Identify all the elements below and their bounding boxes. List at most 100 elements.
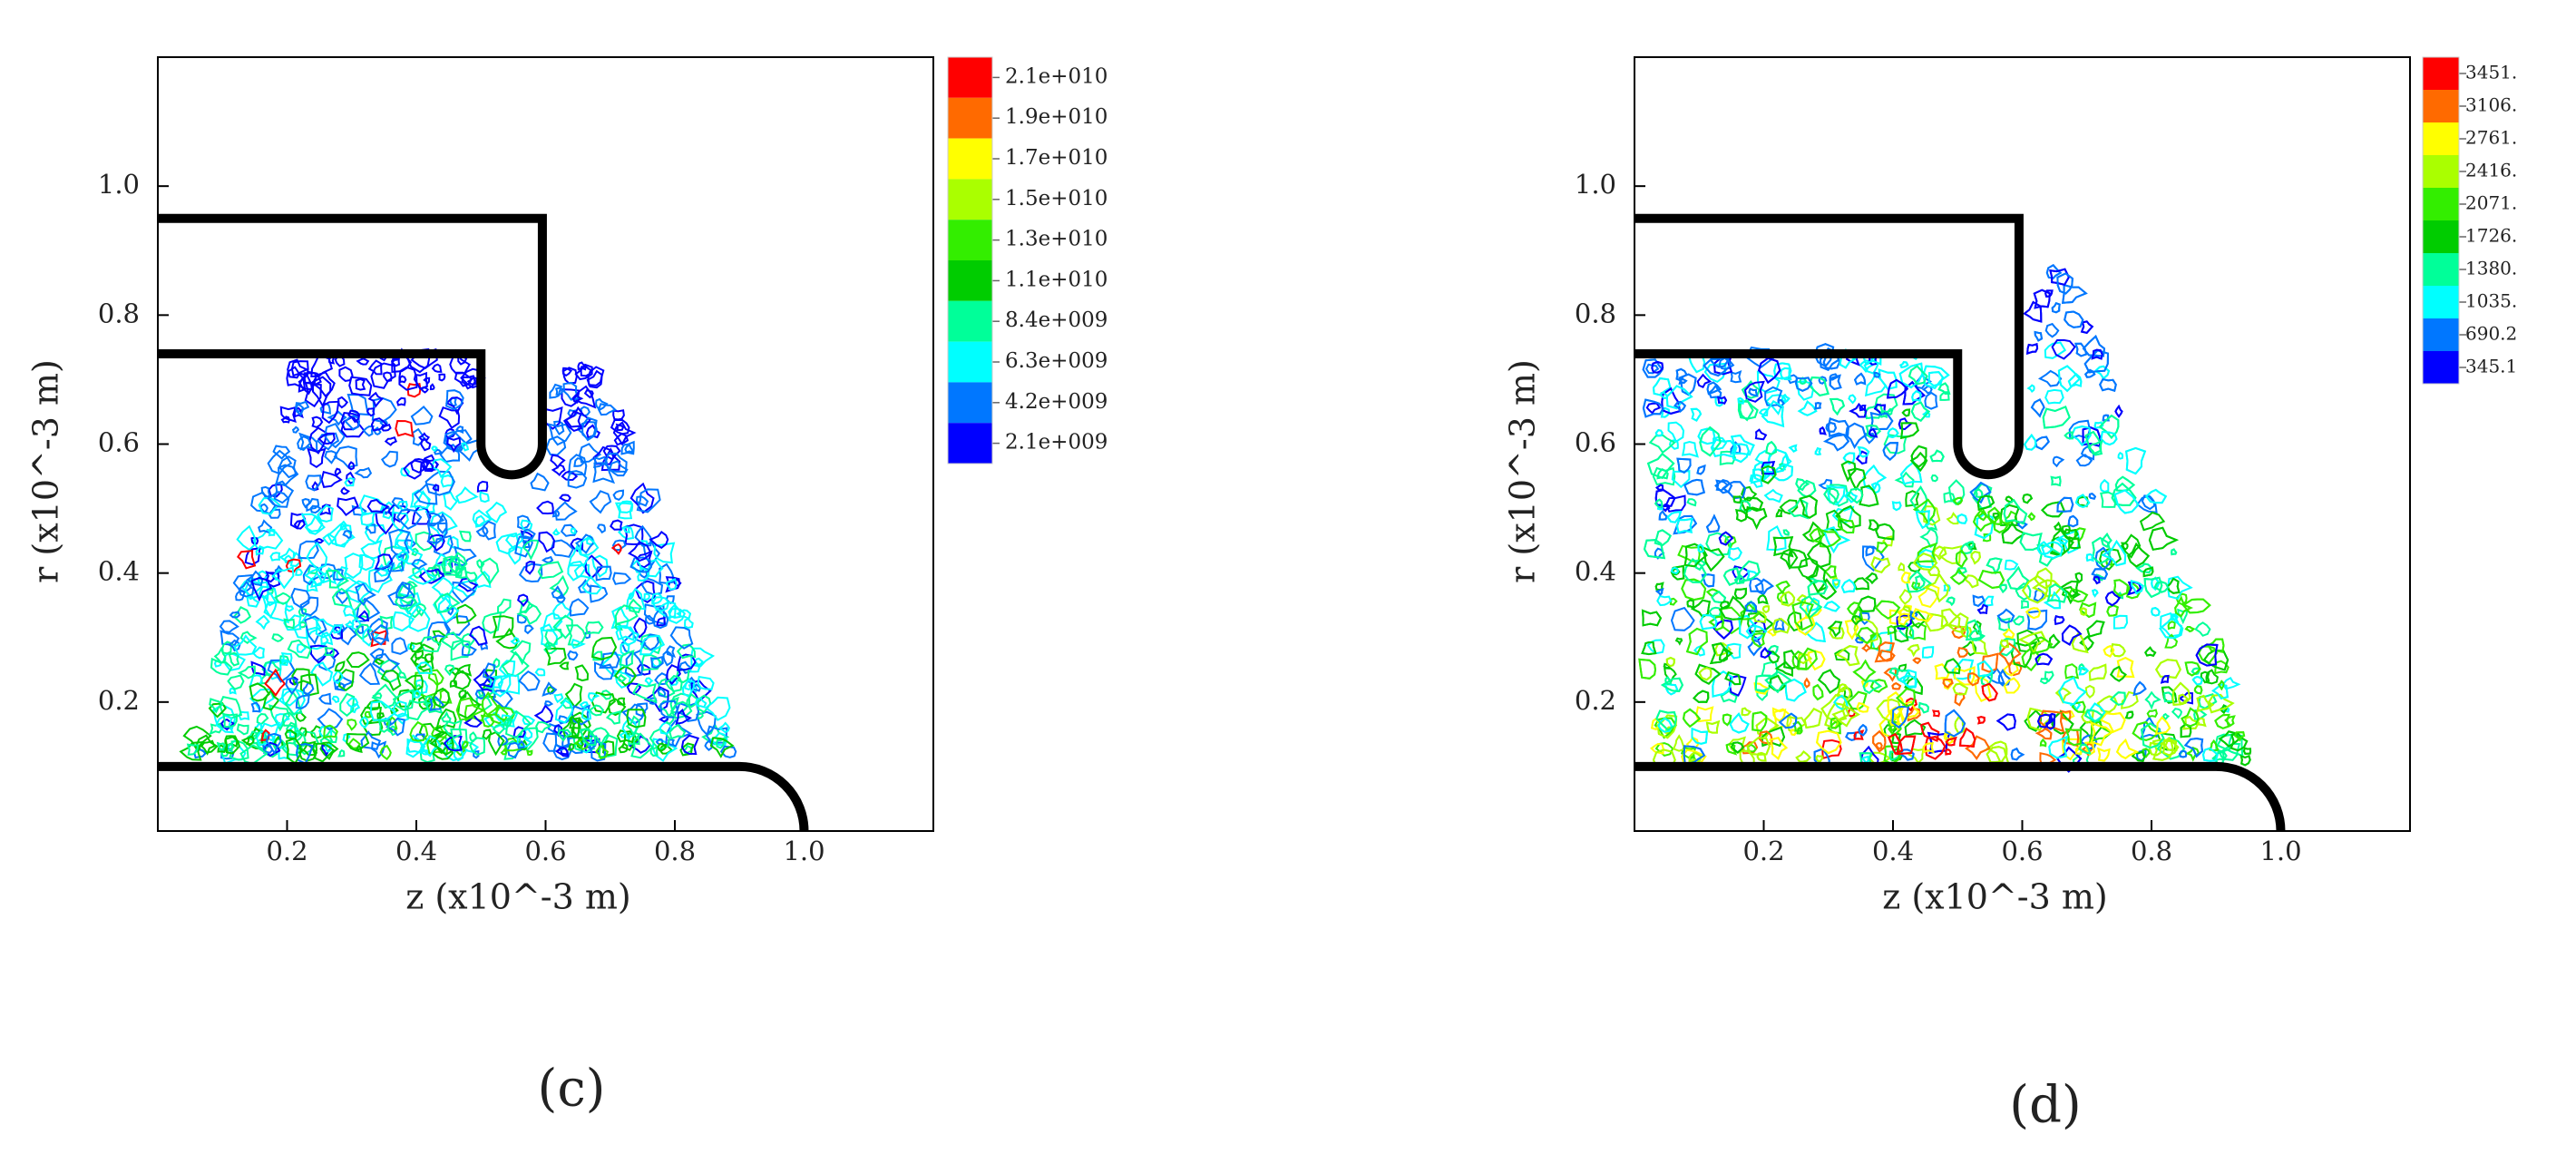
contour-line — [1823, 434, 1850, 452]
contour-line — [1691, 727, 1709, 745]
contour-line — [323, 724, 338, 739]
contour-line — [391, 511, 409, 533]
colorbar-label: 1.1e+010 — [1005, 268, 1107, 291]
contour-line — [601, 740, 615, 757]
contour-line — [719, 745, 737, 758]
contour-line — [2034, 652, 2054, 666]
contour-line — [1771, 617, 1791, 634]
contour-line — [1758, 408, 1769, 416]
colorbar-swatch — [948, 260, 992, 301]
contour-line — [1714, 479, 1733, 494]
contour-line — [1654, 547, 1665, 560]
contour-line — [2007, 661, 2023, 677]
contour-line — [1845, 731, 1858, 741]
contour-line — [2061, 624, 2083, 646]
contour-line — [1711, 590, 1727, 604]
contour-line — [659, 562, 675, 584]
contour-line — [1747, 611, 1774, 633]
contour-line — [555, 592, 566, 603]
contour-line — [1795, 750, 1811, 763]
contour-line — [380, 670, 402, 691]
contour-line — [2078, 663, 2086, 671]
contour-line — [466, 376, 478, 386]
contour-line — [209, 722, 223, 736]
contour-line — [516, 602, 542, 626]
contour-line — [1907, 708, 1921, 722]
contour-line — [495, 627, 519, 650]
contour-line — [554, 501, 578, 521]
contour-line — [522, 539, 540, 561]
contour-line — [1924, 736, 1947, 760]
contour-line — [1708, 606, 1722, 617]
contour-line — [2144, 488, 2168, 504]
y-tick-label: 0.8 — [98, 298, 140, 328]
contour-line — [1797, 653, 1813, 665]
colorbar-swatch — [2423, 57, 2459, 90]
contour-line — [1699, 544, 1725, 572]
contour-line — [694, 697, 707, 709]
contour-line — [2184, 660, 2201, 677]
contour-line — [649, 656, 664, 670]
contour-line — [311, 376, 332, 408]
contour-line — [587, 366, 605, 386]
contour-line — [593, 661, 615, 680]
contour-line — [310, 644, 328, 664]
contour-line — [258, 519, 273, 534]
contour-line — [1771, 463, 1794, 482]
electrode — [1634, 213, 2024, 480]
colorbar-swatch — [2423, 90, 2459, 122]
colorbar-swatch — [2423, 318, 2459, 351]
contour-line — [1835, 504, 1861, 529]
plot-area — [158, 213, 809, 832]
contour-line — [291, 425, 300, 434]
contour-line — [216, 741, 226, 751]
contour-line — [2083, 368, 2096, 378]
contour-line — [304, 514, 326, 535]
contour-line — [2079, 601, 2097, 619]
contour-line — [552, 614, 573, 640]
contour-line — [1857, 595, 1877, 612]
contour-line — [2218, 730, 2241, 748]
x-tick-label: 0.6 — [524, 836, 566, 866]
contour-line — [337, 396, 349, 409]
contour-line — [2023, 300, 2043, 323]
contour-line — [1972, 620, 1982, 636]
contour-line — [649, 745, 659, 758]
contour-line — [2110, 665, 2127, 682]
contour-line — [355, 377, 366, 391]
contour-line — [1661, 386, 1682, 415]
contour-line — [346, 393, 370, 416]
contour-line — [444, 429, 473, 453]
contour-line — [1999, 583, 2007, 593]
contour-line — [441, 555, 461, 573]
contour-line — [423, 377, 431, 386]
contour-line — [307, 447, 327, 469]
contour-line — [643, 592, 650, 601]
contour-line — [268, 528, 276, 537]
contour-line — [2224, 715, 2236, 728]
contour-line — [1670, 606, 1695, 631]
contour-line — [1896, 735, 1917, 756]
contour-line — [2178, 693, 2190, 706]
contour-line — [1853, 372, 1867, 386]
contour-line — [2045, 264, 2063, 279]
contour-line — [704, 739, 714, 752]
contour-line — [1787, 548, 1809, 569]
contour-line — [1857, 445, 1870, 458]
contour-line — [2178, 749, 2188, 758]
contour-line — [2034, 728, 2053, 740]
contour-line — [649, 531, 669, 550]
contour-line — [535, 721, 552, 734]
contour-line — [317, 504, 334, 523]
contour-line — [512, 726, 526, 739]
contour-line — [2059, 536, 2069, 545]
contour-line — [338, 366, 354, 382]
contour-line — [298, 740, 317, 757]
contour-line — [1766, 524, 1787, 552]
contour-line — [1761, 400, 1785, 428]
contour-line — [2034, 435, 2050, 451]
contour-line — [346, 697, 359, 709]
contour-line — [1829, 484, 1849, 507]
contour-line — [562, 410, 583, 433]
contour-line — [1686, 599, 1695, 610]
